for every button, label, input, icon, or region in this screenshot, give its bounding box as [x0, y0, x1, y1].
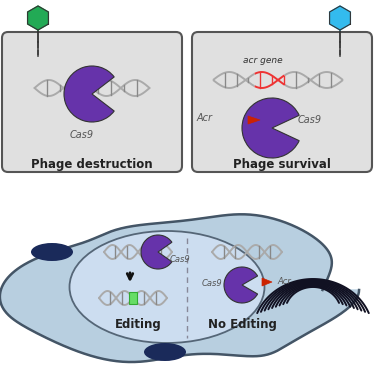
Text: Cas9: Cas9	[201, 279, 222, 288]
Ellipse shape	[69, 231, 264, 343]
Polygon shape	[28, 6, 48, 30]
Text: No Editing: No Editing	[208, 318, 276, 331]
Text: Acr: Acr	[197, 113, 213, 123]
Polygon shape	[248, 116, 260, 124]
Text: Cas9: Cas9	[70, 130, 94, 140]
Wedge shape	[224, 267, 258, 303]
Text: Editing: Editing	[115, 318, 161, 331]
Text: Cas9: Cas9	[170, 255, 191, 264]
Text: Phage survival: Phage survival	[233, 158, 331, 171]
FancyBboxPatch shape	[192, 32, 372, 172]
Polygon shape	[262, 278, 272, 286]
Polygon shape	[330, 6, 350, 30]
Text: acr gene: acr gene	[243, 56, 283, 65]
FancyBboxPatch shape	[2, 32, 182, 172]
Text: Phage destruction: Phage destruction	[31, 158, 153, 171]
Text: Cas9: Cas9	[298, 115, 322, 125]
Ellipse shape	[31, 243, 73, 261]
FancyBboxPatch shape	[129, 292, 137, 304]
Wedge shape	[141, 235, 172, 269]
Wedge shape	[242, 98, 299, 158]
Ellipse shape	[144, 343, 186, 361]
Wedge shape	[64, 66, 114, 122]
Polygon shape	[0, 214, 359, 362]
Text: Acr: Acr	[277, 276, 291, 285]
